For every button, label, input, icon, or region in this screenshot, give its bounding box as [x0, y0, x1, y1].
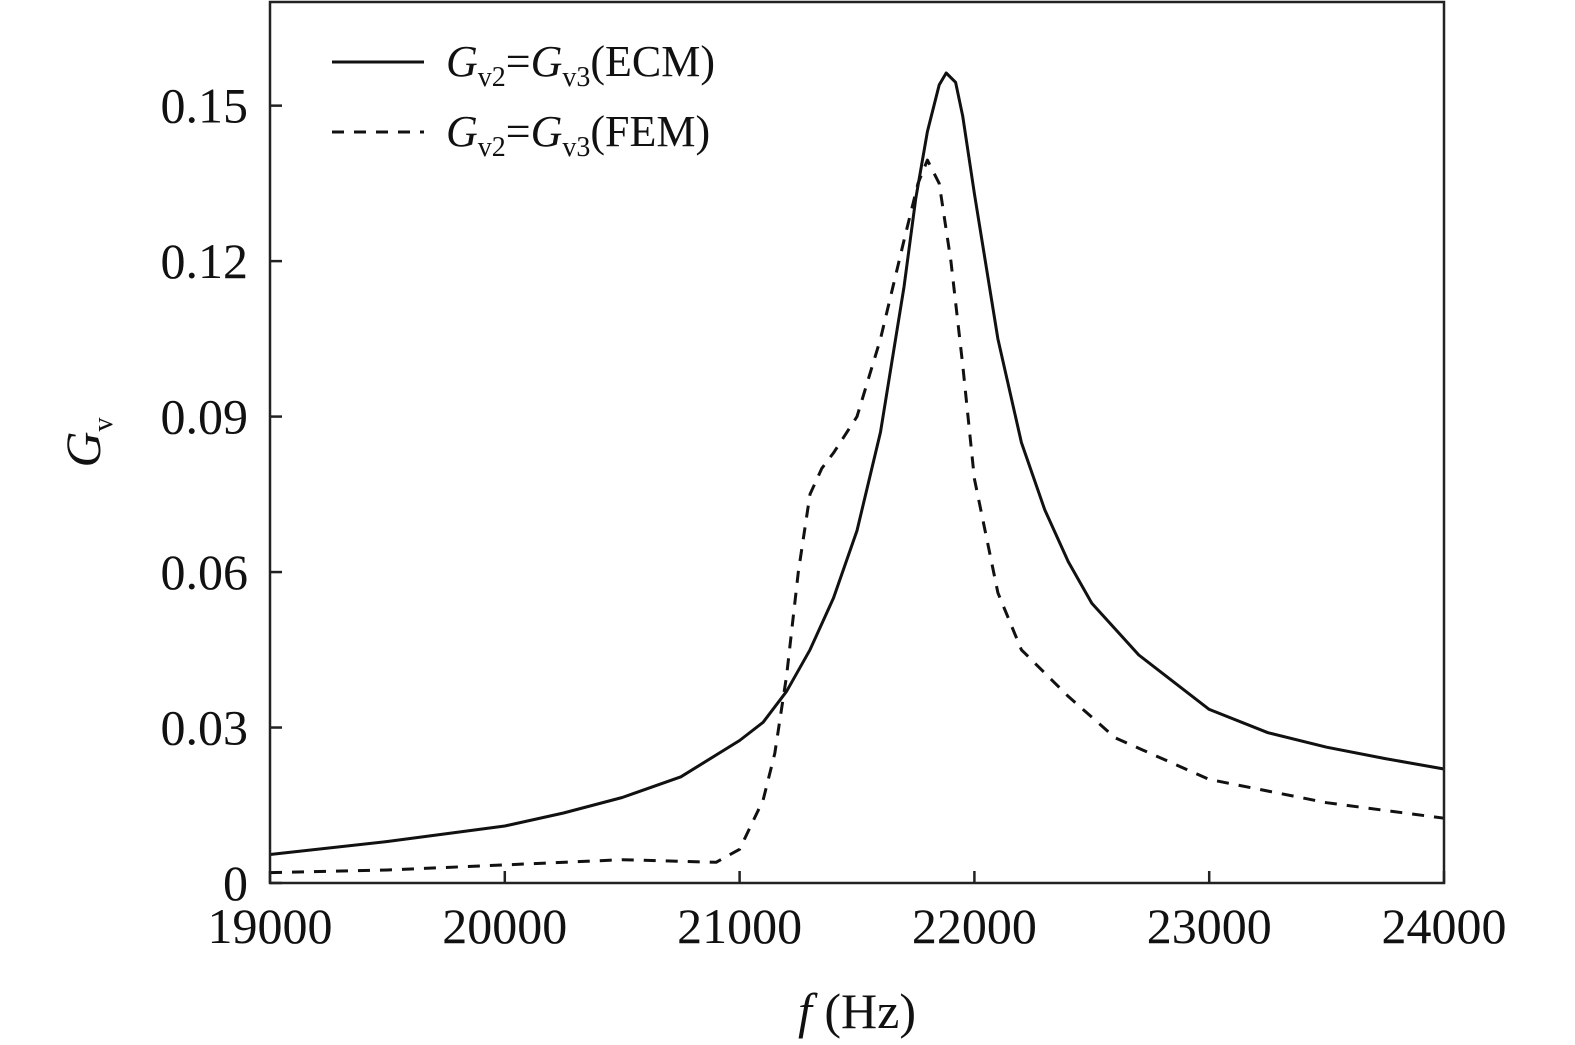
x-axis: 19000 20000 21000 22000 23000 24000	[208, 871, 1507, 954]
plot-frame	[268, 0, 1446, 885]
series-line-ecm	[269, 71, 1445, 856]
y-axis: 0 0.03 0.06 0.09 0.12 0.15	[161, 78, 282, 911]
x-tick-label-23000: 23000	[1147, 898, 1272, 954]
series-line-fem	[269, 158, 1445, 875]
legend-ecm-eq: =	[506, 37, 531, 86]
x-tick-label-21000: 21000	[677, 898, 802, 954]
x-tick-label-19000: 19000	[208, 898, 333, 954]
y-tick-label-4: 0.12	[161, 233, 249, 289]
legend: Gv2=Gv3(ECM) Gv2=Gv3(FEM)	[332, 37, 715, 163]
legend-fem-g2: G	[531, 107, 563, 156]
legend-label-ecm: Gv2=Gv3(ECM)	[446, 37, 715, 93]
x-axis-label: f (Hz)	[798, 983, 916, 1039]
x-tick-label-22000: 22000	[912, 898, 1037, 954]
legend-item-fem: Gv2=Gv3(FEM)	[332, 107, 710, 163]
legend-ecm-s2: v3	[562, 62, 590, 93]
y-tick-label-1: 0.03	[161, 700, 249, 756]
y-axis-label-sub: v	[88, 417, 119, 431]
legend-fem-s2: v3	[562, 132, 590, 163]
x-tick-label-24000: 24000	[1382, 898, 1507, 954]
legend-ecm-s1: v2	[478, 62, 506, 93]
x-axis-label-unit: (Hz)	[812, 983, 916, 1039]
legend-fem-s1: v2	[478, 132, 506, 163]
legend-item-ecm: Gv2=Gv3(ECM)	[332, 37, 715, 93]
legend-ecm-g1: G	[446, 37, 478, 86]
legend-fem-eq: =	[506, 107, 531, 156]
y-tick-label-5: 0.15	[161, 78, 249, 134]
y-axis-label: Gv	[55, 417, 119, 467]
legend-fem-tail: (FEM)	[590, 107, 710, 156]
x-tick-label-20000: 20000	[442, 898, 567, 954]
legend-fem-g1: G	[446, 107, 478, 156]
y-axis-label-var: G	[55, 431, 111, 467]
legend-label-fem: Gv2=Gv3(FEM)	[446, 107, 710, 163]
y-tick-label-2: 0.06	[161, 544, 249, 600]
series-layer	[269, 71, 1445, 875]
legend-ecm-tail: (ECM)	[590, 37, 715, 86]
legend-ecm-g2: G	[531, 37, 563, 86]
y-tick-label-0: 0	[223, 855, 248, 911]
y-tick-label-3: 0.09	[161, 389, 249, 445]
